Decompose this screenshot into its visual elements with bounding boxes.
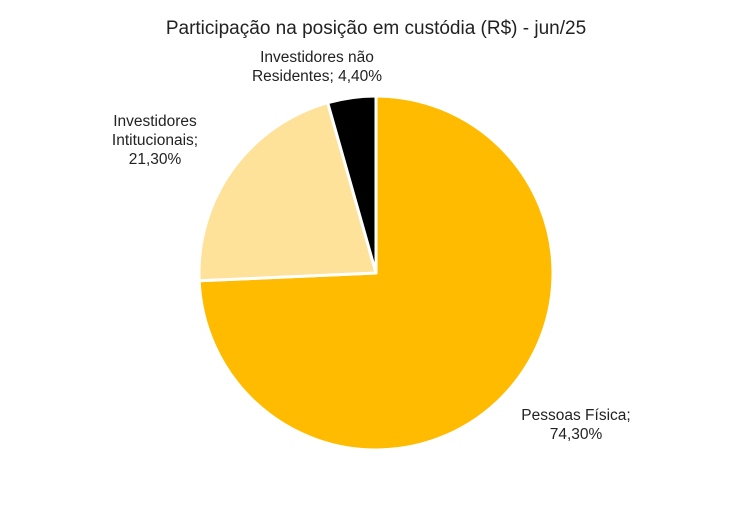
pie-slices [197,94,555,452]
label-investidores-institucionais: Investidores Intitucionais; 21,30% [112,113,198,168]
slice-label-line: Pessoas Física; [521,407,630,424]
label-investidores-nao-residentes: Investidores não Residentes; 4,40% [252,49,382,85]
slice-label-line: Investidores não [260,49,374,66]
slice-investidores-institucionais [197,101,378,283]
chart-title: Participação na posição em custódia (R$)… [166,18,586,39]
slice-investidores-nao-residentes [326,94,378,275]
slice-label-line: Residentes; 4,40% [252,68,382,85]
slice-label-line: Investidores [113,113,197,130]
slice-labels: Pessoas Física; 74,30% Investidores Intituc… [112,49,631,443]
slice-label-line: Intitucionais; [112,132,198,149]
slice-label-line: 74,30% [550,426,603,443]
slice-label-line: 21,30% [129,151,182,168]
label-pessoas-fisica: Pessoas Física; 74,30% [521,407,630,443]
